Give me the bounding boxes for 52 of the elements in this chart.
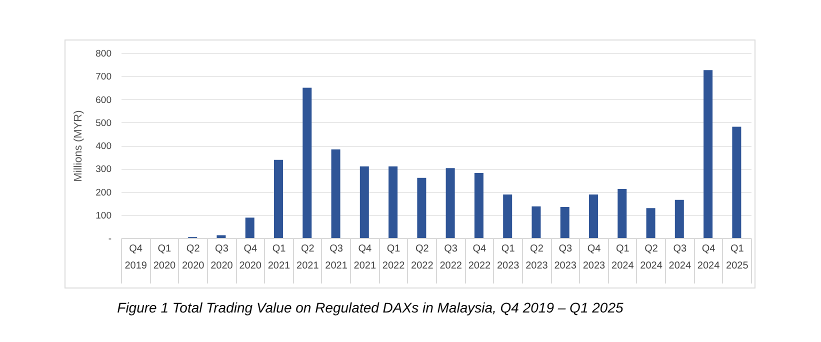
x-tick-label: Q2 2022 [411,244,434,272]
x-tick-label: Q4 2021 [354,244,376,272]
bar [274,160,283,238]
x-tick-label: Q3 2022 [440,244,462,272]
y-tick-label: 600 [96,94,112,106]
bar [532,206,541,238]
x-tick-label: Q4 2023 [582,244,606,272]
bar [446,168,455,238]
x-tick-label: Q3 2023 [554,244,577,272]
bar [388,166,398,238]
x-tick-label: Q3 2024 [668,244,692,272]
y-tick-label: 100 [96,210,112,222]
x-tick-label: Q3 2020 [210,244,234,272]
y-tick-label: 300 [96,164,112,176]
x-tick-label: Q3 2021 [325,244,348,272]
x-tick-label: Q1 2022 [382,244,406,272]
bar [360,166,369,238]
y-tick-label: 200 [96,187,112,198]
x-tick-label: Q4 2019 [124,244,148,272]
x-tick-label: Q2 2024 [640,244,663,272]
bar [560,207,570,238]
x-tick-label: Q1 2023 [496,244,520,272]
x-tick-label: Q1 2025 [726,244,749,272]
y-tick-label: 800 [96,48,112,60]
bar [474,173,484,238]
bar [245,218,254,238]
x-tick-label: Q1 2021 [268,244,291,272]
x-tick-label: Q1 2020 [153,244,176,272]
bar [704,70,713,238]
bar [331,149,340,238]
x-tick-label: Q2 2021 [296,244,320,272]
x-tick-label: Q4 2020 [239,244,262,272]
bar [216,235,226,238]
text: Figure 1 Total Trading Value on Regulated DAXs in Malaysia, Q4 2019 – Q1 2025 [117,300,624,316]
bar [302,88,312,238]
bar [646,208,656,238]
x-tick-label: Q4 2024 [697,244,720,272]
bar [618,188,627,238]
y-tick-label: - [108,234,112,244]
y-tick-label: 400 [96,141,112,152]
y-tick-label: 700 [96,72,112,83]
bar [674,200,684,238]
x-tick-label: Q1 2024 [612,244,634,272]
bar [732,126,742,238]
x-tick-label: Q4 2022 [468,244,492,272]
x-tick-label: Q2 2020 [182,244,205,272]
bar [417,178,426,238]
bar [589,194,598,238]
y-tick-label: 500 [96,118,112,129]
bar [503,194,512,238]
y-axis-title: Millions (MYR) [72,110,85,182]
x-tick-label: Q2 2023 [526,244,548,272]
